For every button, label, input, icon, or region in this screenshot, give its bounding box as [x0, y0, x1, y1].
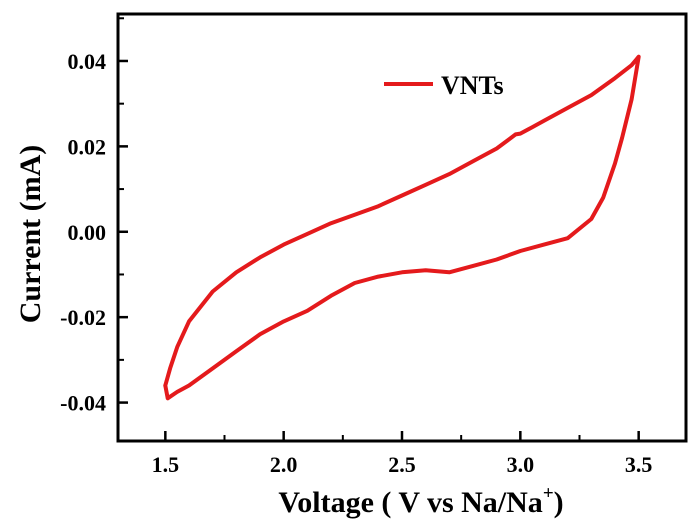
y-tick-label: 0.02	[68, 134, 107, 159]
x-tick-label: 3.0	[507, 452, 535, 477]
y-tick-label: -0.04	[60, 391, 106, 416]
y-tick-label: 0.00	[68, 220, 107, 245]
x-tick-label: 2.5	[388, 452, 416, 477]
series-line-vnts	[163, 54, 641, 401]
legend-label-vnts: VNTs	[441, 71, 504, 100]
y-axis-title: Current (mA)	[14, 145, 47, 324]
x-tick-label: 1.5	[152, 452, 180, 477]
x-tick-label: 2.0	[270, 452, 298, 477]
x-axis-title-close: )	[554, 486, 564, 519]
plot-layer	[163, 54, 641, 401]
x-axis-title-sup: +	[543, 483, 554, 504]
x-tick-label: 3.5	[625, 452, 653, 477]
y-tick-label: 0.04	[68, 49, 107, 74]
ticks-layer	[118, 17, 640, 441]
tick-labels-layer: 1.5 2.0 2.5 3.0 3.5 -0.04 -0.02 0.00 0.02 0.04	[60, 49, 652, 477]
y-tick-label: -0.02	[60, 305, 106, 330]
x-axis-title: Voltage ( V vs Na/Na+)	[278, 483, 563, 519]
x-axis-title-main: Voltage ( V vs Na/Na	[278, 486, 542, 519]
legend: VNTs	[384, 71, 504, 100]
